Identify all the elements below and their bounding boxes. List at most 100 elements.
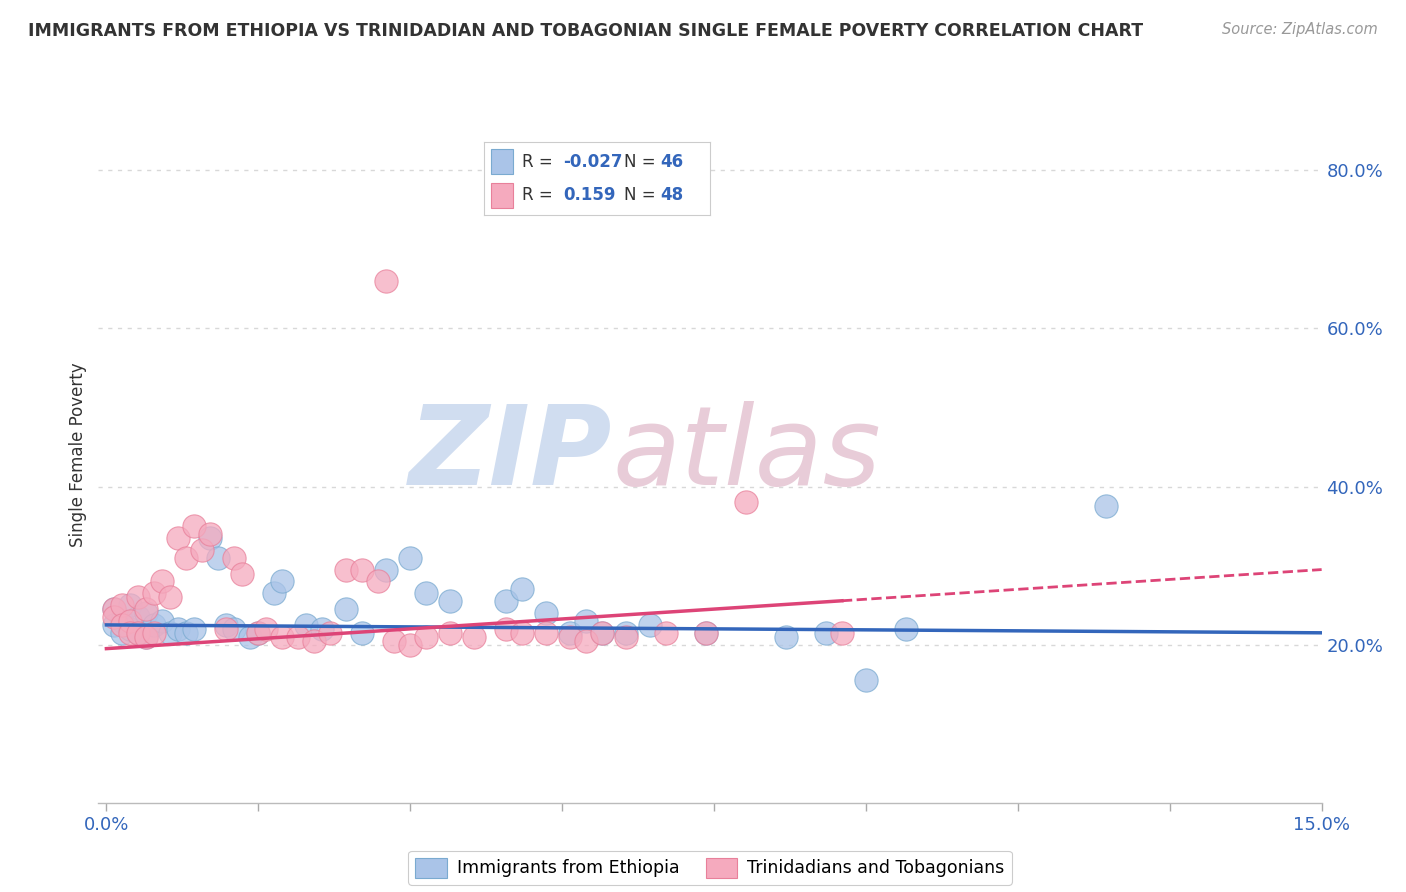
Point — [463, 630, 485, 644]
Point — [247, 625, 270, 640]
Text: N =: N = — [624, 186, 661, 204]
Point — [399, 638, 422, 652]
Point — [695, 625, 717, 640]
Point — [111, 598, 134, 612]
Point — [191, 542, 214, 557]
Point — [103, 602, 125, 616]
Point — [831, 625, 853, 640]
Point — [415, 630, 437, 644]
Point — [271, 630, 294, 644]
Point — [120, 625, 142, 640]
Text: R =: R = — [522, 186, 564, 204]
Point — [120, 622, 142, 636]
Point — [224, 622, 246, 636]
Point — [135, 630, 157, 644]
Bar — [491, 149, 513, 174]
Point — [375, 563, 398, 577]
Point — [135, 606, 157, 620]
Point — [127, 610, 149, 624]
Point — [591, 625, 613, 640]
Point — [167, 531, 190, 545]
Point — [814, 625, 837, 640]
Point — [510, 625, 533, 640]
Point — [159, 591, 181, 605]
Text: 48: 48 — [661, 186, 683, 204]
Point — [103, 610, 125, 624]
Point — [534, 606, 557, 620]
Point — [183, 622, 205, 636]
Text: R =: R = — [522, 153, 558, 170]
Point — [558, 630, 581, 644]
Point — [120, 598, 142, 612]
Point — [399, 550, 422, 565]
Point — [127, 625, 149, 640]
Point — [135, 630, 157, 644]
Point — [207, 550, 229, 565]
Point — [224, 550, 246, 565]
Legend: Immigrants from Ethiopia, Trinidadians and Tobagonians: Immigrants from Ethiopia, Trinidadians a… — [409, 851, 1011, 885]
Point — [894, 622, 917, 636]
Point — [510, 582, 533, 597]
Point — [143, 618, 166, 632]
Point — [215, 618, 238, 632]
Point — [439, 625, 461, 640]
Point — [575, 614, 598, 628]
Text: Source: ZipAtlas.com: Source: ZipAtlas.com — [1222, 22, 1378, 37]
Point — [111, 625, 134, 640]
Point — [304, 633, 326, 648]
Point — [335, 602, 357, 616]
Point — [127, 591, 149, 605]
Point — [415, 586, 437, 600]
Y-axis label: Single Female Poverty: Single Female Poverty — [69, 363, 87, 547]
Point — [382, 633, 405, 648]
Point — [150, 574, 173, 589]
Text: 46: 46 — [661, 153, 683, 170]
Text: -0.027: -0.027 — [562, 153, 623, 170]
Point — [335, 563, 357, 577]
Point — [287, 630, 309, 644]
Point — [167, 622, 190, 636]
Point — [263, 586, 285, 600]
Point — [638, 618, 661, 632]
Point — [103, 602, 125, 616]
Point — [439, 594, 461, 608]
Point — [352, 563, 374, 577]
Point — [159, 625, 181, 640]
Point — [127, 625, 149, 640]
Text: 0.159: 0.159 — [562, 186, 616, 204]
Point — [352, 625, 374, 640]
Point — [558, 625, 581, 640]
Point — [1094, 500, 1116, 514]
Point — [367, 574, 389, 589]
Point — [311, 622, 333, 636]
Text: IMMIGRANTS FROM ETHIOPIA VS TRINIDADIAN AND TOBAGONIAN SINGLE FEMALE POVERTY COR: IMMIGRANTS FROM ETHIOPIA VS TRINIDADIAN … — [28, 22, 1143, 40]
Point — [200, 531, 222, 545]
Bar — [491, 183, 513, 208]
Point — [143, 586, 166, 600]
Point — [271, 574, 294, 589]
Point — [855, 673, 877, 688]
Point — [183, 519, 205, 533]
Point — [143, 625, 166, 640]
Point — [534, 625, 557, 640]
Text: ZIP: ZIP — [409, 401, 612, 508]
Point — [111, 618, 134, 632]
Point — [695, 625, 717, 640]
Point — [295, 618, 318, 632]
Point — [614, 625, 637, 640]
Point — [591, 625, 613, 640]
Point — [239, 630, 262, 644]
Point — [135, 602, 157, 616]
Point — [495, 622, 517, 636]
Point — [575, 633, 598, 648]
Point — [150, 614, 173, 628]
Point — [120, 614, 142, 628]
Point — [254, 622, 277, 636]
Point — [247, 625, 270, 640]
Text: atlas: atlas — [612, 401, 880, 508]
Point — [495, 594, 517, 608]
Point — [200, 527, 222, 541]
Point — [375, 274, 398, 288]
Point — [103, 618, 125, 632]
Point — [319, 625, 342, 640]
